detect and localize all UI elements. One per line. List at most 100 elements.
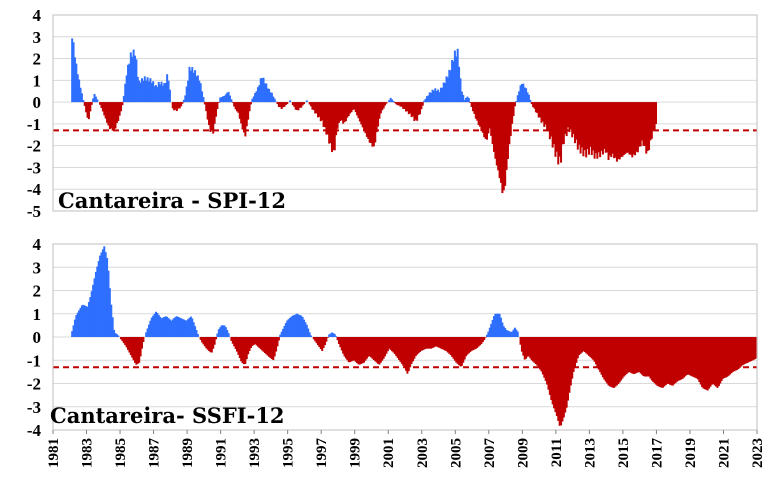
positive-bar [188,66,191,103]
negative-bar [487,102,490,134]
positive-bar [392,100,395,103]
positive-bar [145,80,148,103]
positive-bar [180,318,183,337]
negative-bar [265,337,268,355]
negative-bar [266,337,269,356]
negative-bar [120,337,123,340]
negative-bar [339,102,342,122]
positive-bar [493,316,495,337]
negative-bar [212,102,215,134]
negative-bar [587,337,590,356]
negative-bar [481,337,484,343]
negative-bar [346,337,349,361]
x-tick-label: 2023 [750,438,766,468]
negative-bar [396,337,399,358]
negative-bar [174,102,177,110]
negative-bar [138,337,141,363]
positive-bar [297,314,300,337]
negative-bar [282,102,285,108]
positive-bar [515,329,518,337]
negative-bar [400,102,403,107]
negative-bar [365,337,368,359]
negative-bar [247,102,250,120]
negative-bar [403,337,406,368]
positive-bar [526,92,529,103]
y-tick-label: 4 [33,6,42,25]
positive-bar [286,320,289,337]
negative-bar [590,102,593,156]
spi-panel: 4 3 2 1 0 -1 -2 -3 -4 -5 Cantareira - SPI-12 [27,6,758,221]
x-tick-label: 2003 [415,438,431,468]
negative-bar [477,337,480,347]
negative-bar [469,102,472,103]
negative-bar [361,102,364,128]
negative-bar [585,337,588,354]
negative-bar [349,337,352,363]
negative-bar [386,337,389,352]
positive-bar [330,332,333,337]
negative-bar [370,102,373,144]
positive-bar [290,316,293,337]
negative-bar [537,102,540,118]
positive-bar [72,42,75,103]
negative-bar [710,337,713,385]
negative-bar [669,337,671,385]
positive-bar [189,70,192,103]
positive-bar [85,306,88,337]
positive-bar [142,80,145,103]
positive-bar [217,329,220,337]
negative-bar [715,337,718,387]
negative-bar [734,337,737,371]
positive-bar [389,97,392,103]
positive-bar [511,331,514,337]
positive-bar [444,83,447,103]
negative-bar [368,102,371,143]
positive-bar [194,70,197,103]
positive-bar [460,91,463,103]
ssfi-bars [71,246,758,426]
negative-bar [646,337,649,377]
positive-bar [150,82,153,103]
negative-bar [203,102,206,105]
negative-bar [85,102,88,113]
positive-bar [502,326,505,337]
negative-bar [480,337,483,344]
y-tick-label: -3 [27,158,41,177]
negative-bar [587,102,590,155]
positive-bar [100,252,103,337]
negative-bar [706,337,709,391]
negative-bar [548,102,551,140]
negative-bar [546,337,549,385]
positive-bar [219,97,222,103]
negative-bar [554,337,557,413]
negative-bar [391,337,394,352]
negative-bar [611,102,614,154]
negative-bar [424,337,427,349]
negative-bar [547,337,550,390]
negative-bar [592,337,595,360]
negative-bar [124,337,127,346]
positive-bar [294,314,297,337]
negative-bar [205,337,208,349]
negative-bar [203,337,206,347]
negative-bar [543,337,546,378]
negative-bar [330,102,333,153]
positive-bar [79,87,82,103]
negative-bar [648,102,651,151]
negative-bar [416,337,419,355]
negative-bar [107,102,110,126]
negative-bar [620,102,623,158]
positive-bar [94,271,97,337]
negative-bar [385,337,388,354]
negative-bar [720,337,723,381]
positive-bar [301,317,304,337]
negative-bar [311,102,314,110]
negative-bar [368,337,371,357]
negative-bar [553,337,556,409]
negative-bar [705,337,708,390]
positive-bar [108,288,111,337]
negative-bar [325,102,328,135]
negative-bar [374,102,377,143]
positive-bar [220,97,223,103]
negative-bar [750,337,753,362]
